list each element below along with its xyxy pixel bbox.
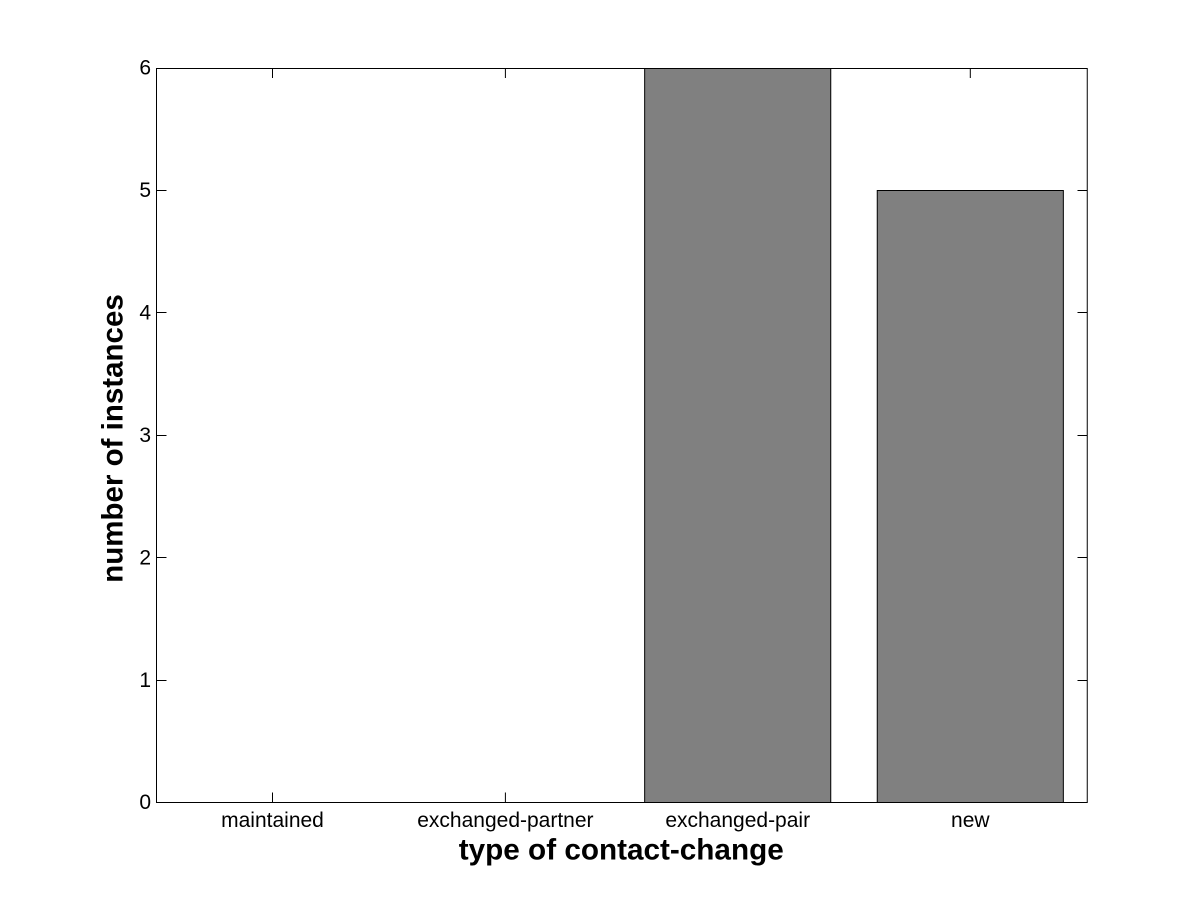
svg-text:3: 3 [139, 424, 151, 447]
svg-text:2: 2 [139, 546, 151, 569]
svg-text:maintained: maintained [221, 809, 324, 832]
svg-text:exchanged-partner: exchanged-partner [417, 809, 593, 832]
svg-text:4: 4 [139, 302, 151, 325]
svg-text:exchanged-pair: exchanged-pair [665, 809, 810, 832]
svg-text:number of instances: number of instances [97, 294, 130, 583]
svg-text:0: 0 [139, 791, 151, 814]
svg-text:5: 5 [139, 179, 151, 202]
svg-text:type of contact-change: type of contact-change [459, 834, 784, 867]
svg-text:new: new [951, 809, 990, 832]
svg-text:6: 6 [139, 57, 151, 80]
svg-text:1: 1 [139, 669, 151, 692]
